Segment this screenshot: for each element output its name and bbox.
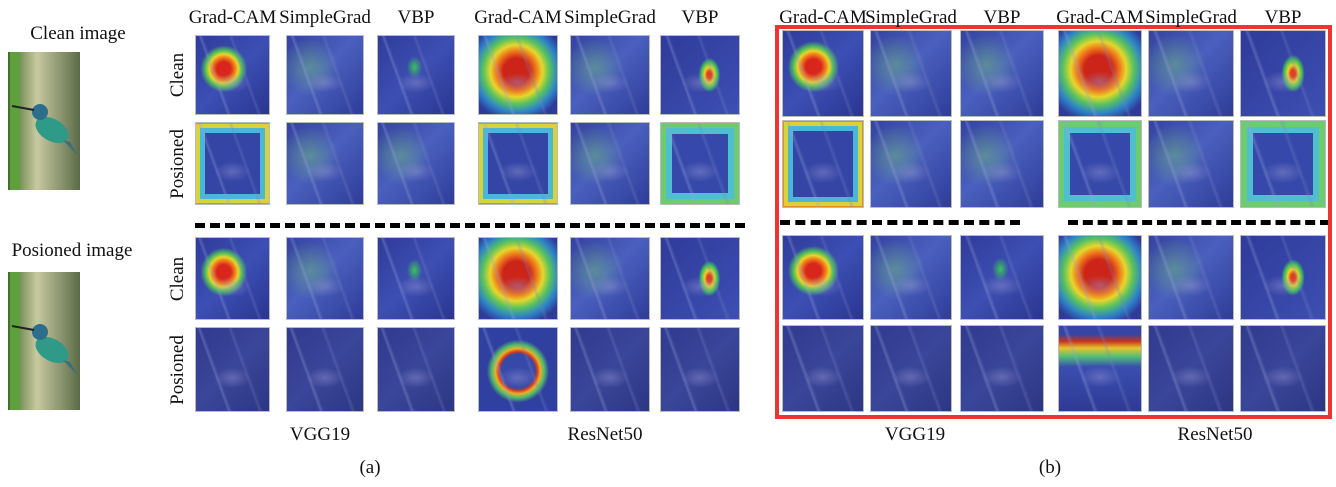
method-header: Grad-CAM bbox=[779, 7, 867, 28]
saliency-map bbox=[570, 35, 650, 115]
saliency-map bbox=[660, 327, 740, 412]
panel-caption: (a) bbox=[359, 457, 381, 478]
model-label: ResNet50 bbox=[567, 424, 643, 445]
method-header: VBP bbox=[397, 7, 435, 28]
saliency-map bbox=[478, 237, 558, 320]
saliency-map bbox=[195, 327, 270, 412]
clean-image-label: Clean image bbox=[30, 23, 126, 44]
saliency-map bbox=[660, 35, 740, 115]
saliency-map bbox=[570, 237, 650, 320]
saliency-map bbox=[870, 235, 952, 320]
saliency-map bbox=[570, 122, 650, 205]
saliency-map bbox=[1148, 30, 1234, 117]
model-label: VGG19 bbox=[884, 424, 946, 445]
saliency-map bbox=[782, 30, 864, 117]
method-header: SimpleGrad bbox=[564, 7, 656, 28]
separator bbox=[195, 223, 745, 228]
method-header: Grad-CAM bbox=[474, 7, 562, 28]
saliency-map bbox=[782, 235, 864, 320]
method-header: SimpleGrad bbox=[1145, 7, 1237, 28]
saliency-map bbox=[377, 122, 455, 205]
method-header: SimpleGrad bbox=[865, 7, 957, 28]
saliency-map bbox=[478, 122, 558, 205]
method-header: VBP bbox=[983, 7, 1021, 28]
saliency-map bbox=[870, 325, 952, 412]
saliency-map bbox=[782, 325, 864, 412]
saliency-map bbox=[1058, 235, 1142, 320]
saliency-map bbox=[782, 120, 864, 208]
saliency-map bbox=[1058, 120, 1142, 208]
saliency-map bbox=[960, 235, 1044, 320]
saliency-map bbox=[478, 35, 558, 115]
saliency-map bbox=[660, 122, 740, 205]
method-header: Grad-CAM bbox=[1056, 7, 1144, 28]
separator bbox=[1068, 220, 1330, 225]
saliency-map bbox=[1148, 235, 1234, 320]
saliency-map bbox=[660, 237, 740, 320]
saliency-map bbox=[1058, 325, 1142, 412]
row-label: Clean bbox=[167, 52, 188, 98]
highlight-box bbox=[775, 25, 1332, 419]
saliency-map bbox=[195, 122, 270, 205]
saliency-map bbox=[286, 237, 364, 320]
saliency-map bbox=[1240, 30, 1326, 117]
row-label: Posioned bbox=[167, 334, 188, 405]
poisoned-image-label: Posioned image bbox=[11, 240, 133, 261]
saliency-map bbox=[870, 30, 952, 117]
method-header: Grad-CAM bbox=[188, 7, 277, 28]
saliency-map bbox=[377, 327, 455, 412]
saliency-map bbox=[478, 327, 558, 412]
model-label: VGG19 bbox=[289, 424, 351, 445]
saliency-map bbox=[1240, 235, 1326, 320]
saliency-map bbox=[1240, 325, 1326, 412]
method-header: VBP bbox=[681, 7, 719, 28]
saliency-map bbox=[286, 35, 364, 115]
saliency-map bbox=[960, 30, 1044, 117]
saliency-map bbox=[960, 325, 1044, 412]
saliency-map bbox=[286, 122, 364, 205]
clean-image bbox=[8, 52, 80, 190]
saliency-map bbox=[195, 35, 270, 115]
saliency-map bbox=[1148, 325, 1234, 412]
model-label: ResNet50 bbox=[1177, 424, 1253, 445]
saliency-map bbox=[870, 120, 952, 208]
saliency-map bbox=[570, 327, 650, 412]
saliency-map bbox=[1240, 120, 1326, 208]
separator bbox=[780, 220, 1020, 225]
method-header: VBP bbox=[1264, 7, 1302, 28]
method-header: SimpleGrad bbox=[279, 7, 371, 28]
poisoned-image bbox=[8, 272, 80, 410]
saliency-map bbox=[960, 120, 1044, 208]
saliency-map bbox=[1148, 120, 1234, 208]
row-label: Clean bbox=[167, 256, 188, 301]
saliency-map bbox=[1058, 30, 1142, 117]
saliency-map bbox=[377, 237, 455, 320]
panel-caption: (b) bbox=[1038, 457, 1062, 478]
row-label: Posioned bbox=[167, 128, 188, 199]
saliency-map bbox=[195, 237, 270, 320]
saliency-map bbox=[286, 327, 364, 412]
saliency-map bbox=[377, 35, 455, 115]
